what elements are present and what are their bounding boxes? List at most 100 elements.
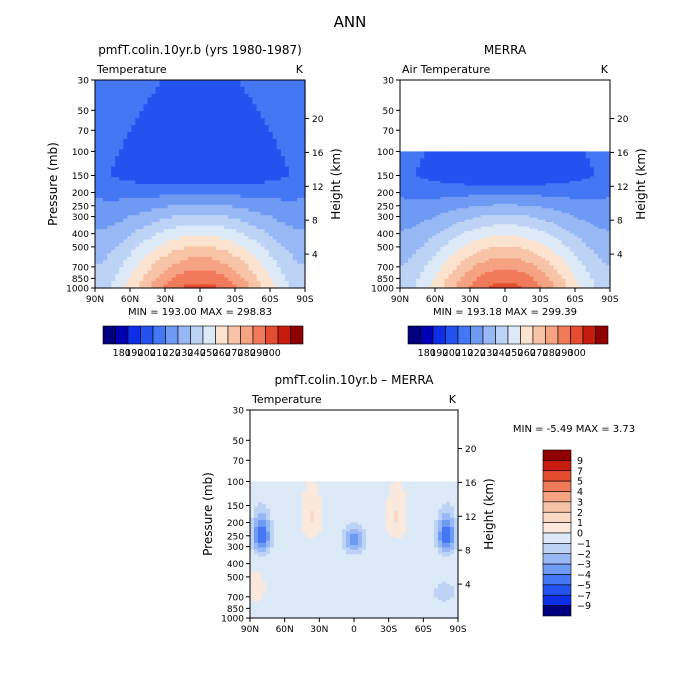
- field-cell: [240, 184, 246, 189]
- field-cell: [179, 190, 185, 195]
- field-cell: [191, 277, 197, 282]
- field-cell: [264, 184, 270, 189]
- field-cell: [204, 270, 209, 275]
- field-cell: [577, 219, 583, 223]
- field-cell: [517, 187, 522, 191]
- field-cell: [163, 125, 169, 130]
- field-cell: [127, 159, 132, 164]
- field-cell: [456, 160, 462, 164]
- field-cell: [107, 104, 112, 109]
- field-cell: [99, 166, 104, 171]
- field-cell: [424, 190, 429, 193]
- field-cell: [167, 138, 173, 143]
- field-cell: [260, 121, 266, 126]
- field-cell: [284, 104, 290, 109]
- field-cell: [155, 284, 161, 289]
- field-cell: [123, 83, 128, 88]
- field-cell: [400, 196, 405, 200]
- field-cell: [135, 236, 141, 241]
- field-cell: [545, 178, 551, 182]
- field-cell: [95, 83, 100, 88]
- field-cell: [171, 249, 177, 254]
- field-cell: [220, 190, 225, 195]
- field-cell: [296, 180, 302, 185]
- field-cell: [573, 221, 579, 225]
- field-cell: [208, 197, 213, 202]
- field-cell: [268, 135, 274, 140]
- field-cell: [541, 160, 546, 164]
- field-cell: [139, 135, 145, 140]
- field-cell: [432, 155, 437, 159]
- field-cell: [183, 281, 189, 286]
- field-cell: [420, 196, 425, 200]
- field-cell: [195, 184, 201, 189]
- field-cell: [581, 201, 587, 205]
- field-cell: [452, 203, 458, 207]
- field-cell: [191, 197, 197, 202]
- field-cell: [208, 225, 213, 230]
- field-cell: [159, 215, 165, 220]
- field-cell: [200, 128, 205, 133]
- field-cell: [228, 229, 233, 234]
- field-cell: [492, 165, 498, 168]
- field-cell: [212, 152, 217, 157]
- field-cell: [585, 155, 591, 159]
- field-cell: [139, 97, 145, 102]
- field-cell: [561, 178, 567, 182]
- field-cell: [573, 192, 579, 196]
- field-cell: [216, 239, 221, 244]
- field-cell: [448, 158, 454, 162]
- field-cell: [167, 125, 173, 130]
- field-cell: [204, 190, 209, 195]
- field-cell: [95, 128, 100, 133]
- field-cell: [248, 225, 254, 230]
- field-cell: [175, 114, 181, 119]
- field-cell: [288, 267, 294, 272]
- field-cell: [448, 201, 454, 205]
- field-cell: [440, 169, 446, 173]
- field-cell: [529, 192, 534, 196]
- field-cell: [107, 204, 112, 209]
- field-cell: [167, 180, 173, 185]
- field-cell: [119, 97, 124, 102]
- field-cell: [577, 178, 583, 182]
- field-cell: [119, 180, 124, 185]
- field-cell: [127, 170, 132, 175]
- field-cell: [252, 128, 258, 133]
- field-cell: [561, 167, 567, 171]
- field-cell: [256, 107, 262, 112]
- field-cell: [151, 208, 157, 213]
- field-cell: [472, 192, 478, 196]
- field-cell: [561, 226, 567, 230]
- field-cell: [296, 284, 302, 289]
- field-cell: [232, 83, 237, 88]
- field-cell: [256, 128, 262, 133]
- field-cell: [236, 277, 241, 282]
- field-cell: [296, 163, 302, 168]
- field-cell: [292, 232, 298, 237]
- field-cell: [400, 181, 405, 184]
- field-cell: [601, 226, 607, 230]
- field-cell: [220, 86, 225, 91]
- field-cell: [240, 80, 246, 85]
- field-cell: [561, 212, 567, 216]
- field-cell: [107, 156, 112, 161]
- field-cell: [408, 171, 413, 175]
- field-cell: [212, 256, 217, 261]
- field-cell: [476, 190, 482, 193]
- field-cell: [191, 218, 197, 223]
- field-cell: [107, 232, 112, 237]
- field-cell: [533, 178, 538, 182]
- field-cell: [111, 208, 116, 213]
- pressure-tick-label: 150: [72, 172, 89, 182]
- field-cell: [585, 219, 591, 223]
- field-cell: [103, 80, 108, 85]
- field-cell: [163, 194, 169, 199]
- field-cell: [513, 199, 518, 203]
- field-cell: [107, 249, 112, 254]
- field-cell: [155, 177, 161, 182]
- field-cell: [452, 174, 458, 178]
- field-cell: [264, 218, 270, 223]
- field-cell: [440, 224, 446, 228]
- field-cell: [424, 160, 429, 164]
